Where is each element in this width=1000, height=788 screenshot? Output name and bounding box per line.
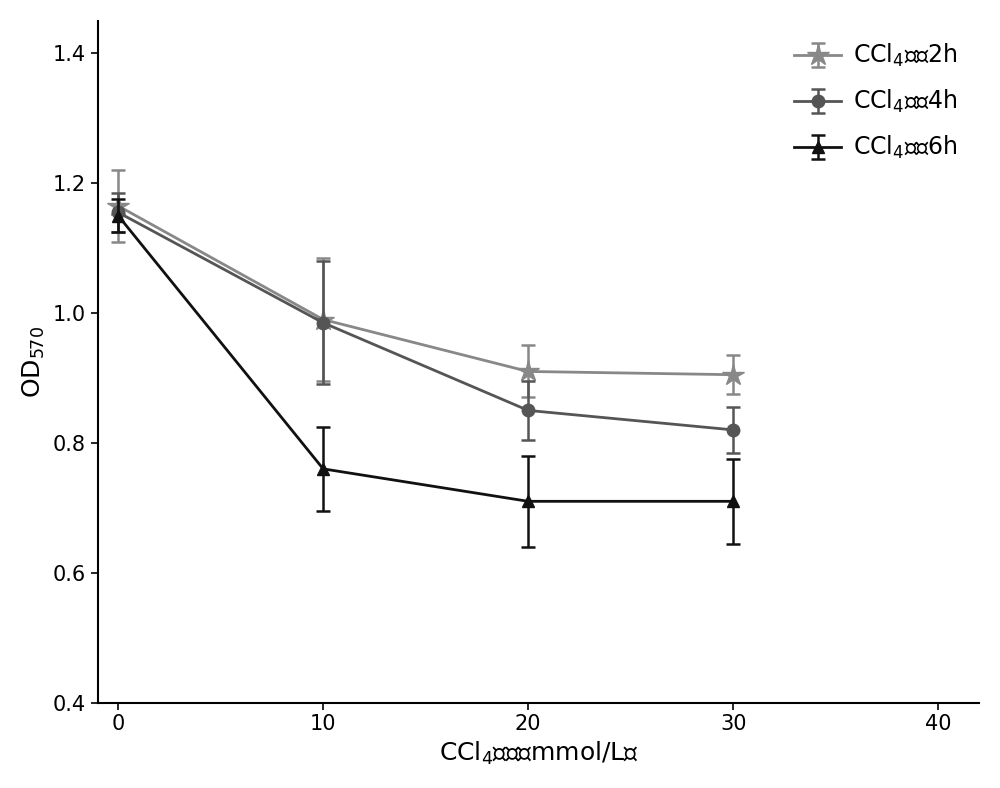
- Legend: CCl$_4$作用2h, CCl$_4$作用4h, CCl$_4$作用6h: CCl$_4$作用2h, CCl$_4$作用4h, CCl$_4$作用6h: [785, 32, 967, 171]
- Y-axis label: OD$_{570}$: OD$_{570}$: [21, 325, 47, 398]
- X-axis label: CCl$_4$浓度（mmol/L）: CCl$_4$浓度（mmol/L）: [439, 740, 638, 768]
